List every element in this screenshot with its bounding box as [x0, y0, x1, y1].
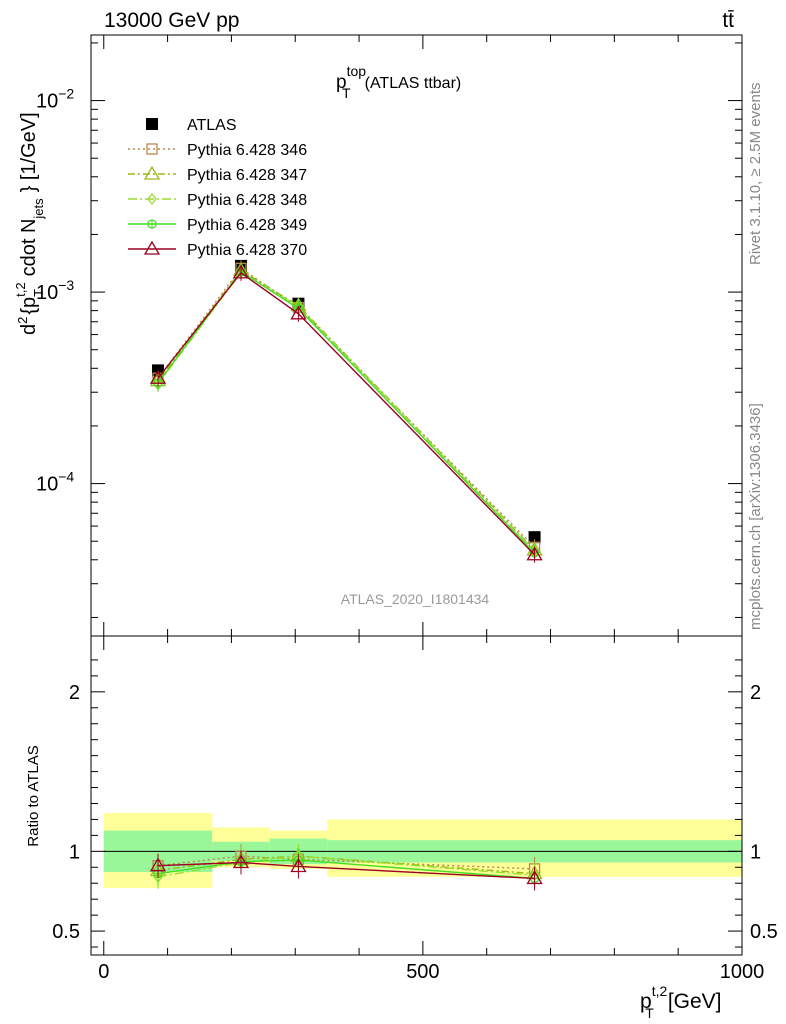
x-axis-label: pt,2 T [GeV] — [640, 983, 722, 1021]
ratio-y-tick-label-right: 2 — [750, 682, 761, 704]
ratio-point-4-2 — [290, 858, 307, 873]
legend-marker-2 — [143, 165, 161, 180]
main-y-axis-label: d2{pTt,2cdot Njets} [1/GeV] — [13, 112, 46, 335]
main-y-tick-label: 10−4 — [36, 469, 74, 496]
x-tick-label: 0 — [98, 961, 109, 983]
legend-marker-3 — [147, 192, 157, 206]
header-final-state-label: tt̄ — [722, 9, 734, 32]
ratio-y-tick-label-right: 1 — [750, 841, 761, 863]
legend-marker-1 — [146, 143, 158, 155]
legend-marker-0 — [146, 118, 158, 130]
x-tick-label: 1000 — [720, 961, 765, 983]
legend-label-2: Pythia 6.428 347 — [187, 167, 307, 184]
main-axis-ticks: 10−4 10−3 10−2 — [36, 35, 743, 636]
svg-text:d2{pTt,2cdot Njets} [1/GeV]: d2{pTt,2cdot Njets} [1/GeV] — [13, 112, 46, 335]
ratio-series-line-2 — [157, 855, 535, 878]
legend: ATLAS Pythia 6.428 346 Pythia 6.428 347 Pyt… — [128, 117, 307, 259]
main-series-line-2 — [157, 269, 536, 551]
ratio-y-tick-label-left: 1 — [69, 841, 80, 863]
ratio-point-4-3 — [526, 870, 543, 885]
legend-marker-5 — [143, 240, 161, 255]
legend-label-4: Pythia 6.428 349 — [187, 217, 307, 234]
legend-label-5: Pythia 6.428 370 — [187, 242, 307, 259]
title-rest: (ATLAS ttbar) — [365, 75, 462, 92]
legend-label-0: ATLAS — [187, 117, 237, 134]
main-series-2 — [149, 261, 543, 558]
title-sup: top — [347, 63, 367, 79]
legend-label-3: Pythia 6.428 348 — [187, 192, 307, 209]
main-series-group — [149, 259, 543, 563]
main-title: ptop T (ATLAS ttbar) — [336, 63, 461, 101]
main-series-1 — [152, 260, 541, 556]
ratio-uncertainty-bands — [103, 813, 742, 889]
ratio-y-tick-label-right: 0.5 — [750, 921, 778, 943]
main-series-line-3 — [157, 271, 536, 552]
ratio-series-group — [149, 844, 543, 891]
main-point-0-3 — [528, 531, 541, 544]
main-series-3 — [153, 264, 540, 559]
x-tick-label: 500 — [406, 961, 439, 983]
main-series-line-4 — [157, 270, 536, 554]
ratio-y-axis-label: Ratio to ATLAS — [25, 745, 42, 846]
ratio-series-line-4 — [157, 861, 535, 880]
title-p: p — [336, 72, 347, 93]
ratio-point-4-0 — [149, 857, 167, 872]
ratio-series-4 — [149, 850, 543, 891]
ratio-panel-frame — [90, 635, 743, 956]
ratio-y-tick-label-left: 0.5 — [52, 921, 80, 943]
mcplots-label: mcplots.cern.ch [arXiv:1306.3436] — [747, 403, 764, 630]
rivet-version-label: Rivet 3.1.10, ≥ 2.5M events — [747, 83, 764, 266]
analysis-watermark: ATLAS_2020_I1801434 — [341, 591, 490, 607]
ratio-series-line-1 — [157, 855, 535, 875]
ratio-series-line-0 — [157, 855, 535, 870]
main-point-5-1 — [232, 264, 250, 279]
main-point-5-0 — [149, 369, 167, 384]
ratio-point-4-1 — [232, 854, 250, 869]
ratio-y-tick-label-left: 2 — [69, 682, 80, 704]
main-point-5-2 — [290, 305, 307, 320]
main-series-5 — [149, 264, 543, 563]
title-sub: T — [342, 85, 351, 101]
main-series-line-5 — [157, 271, 536, 556]
legend-label-1: Pythia 6.428 346 — [187, 142, 307, 159]
main-y-tick-label: 10−3 — [36, 277, 74, 304]
ratio-series-line-3 — [157, 859, 535, 880]
header-process-label: 13000 GeV pp — [104, 9, 239, 32]
main-y-tick-label: 10−2 — [36, 86, 74, 113]
main-series-line-1 — [157, 267, 536, 548]
main-point-5-3 — [526, 546, 543, 561]
ratio-axis-ticks: 0.5 0.5 1 1 2 2 0 500 1000 — [52, 636, 778, 983]
